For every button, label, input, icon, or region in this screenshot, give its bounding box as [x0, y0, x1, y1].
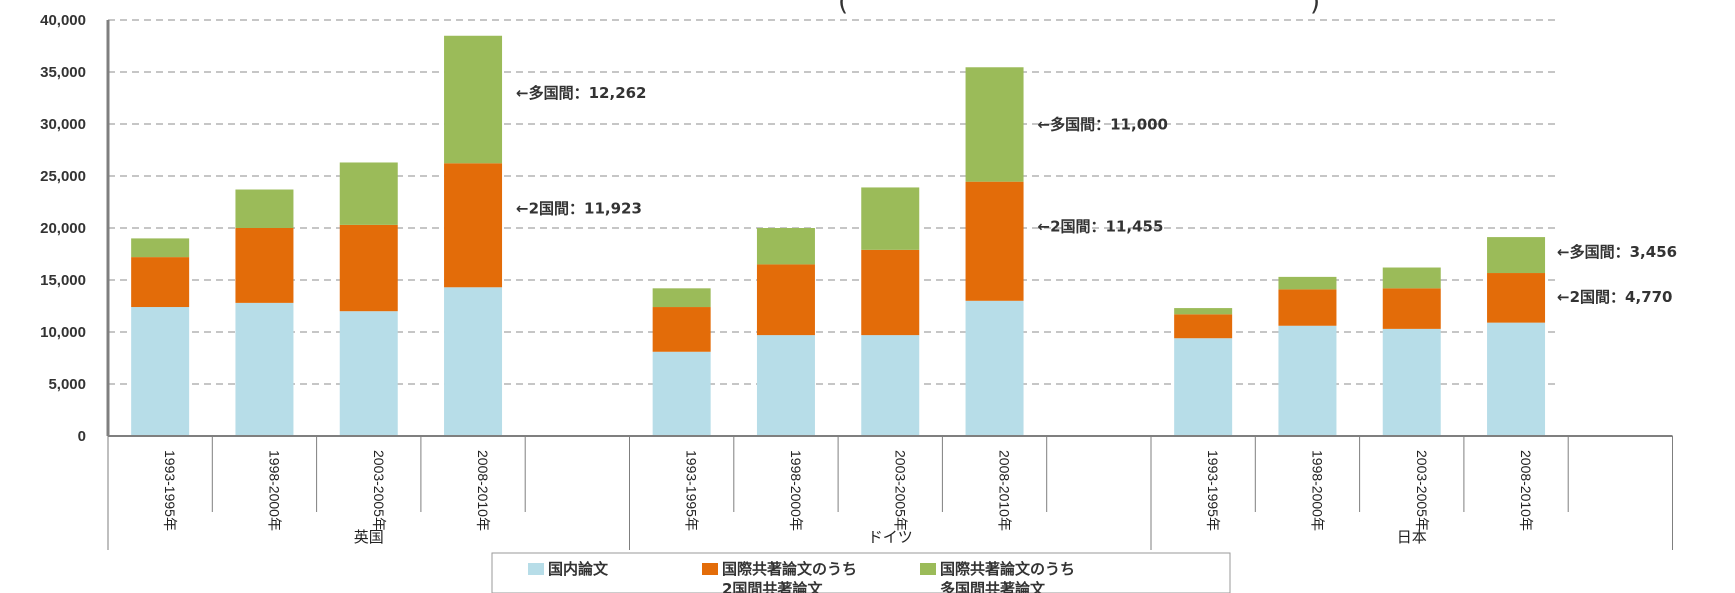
y-tick-label: 20,000: [40, 220, 86, 237]
bar-segment-bilateral: [652, 307, 711, 352]
legend-label-line2: 2国間共著論文: [722, 580, 823, 593]
bar-segment-multilateral: [235, 189, 294, 228]
y-tick-label: 0: [78, 428, 86, 445]
x-category-label: 1998-2000年: [1309, 450, 1325, 531]
title-fragment-left: (: [838, 0, 848, 17]
bar-segment-multilateral: [339, 162, 398, 225]
title-fragment-right: ): [1310, 0, 1320, 17]
bar-segment-bilateral: [1487, 273, 1546, 323]
bar-segment-multilateral: [861, 187, 920, 250]
bar-segment-bilateral: [339, 224, 398, 312]
legend-label: 国際共著論文のうち: [940, 560, 1075, 578]
x-category-label: 1993-1995年: [1205, 450, 1221, 531]
bar-segment-multilateral: [756, 228, 815, 265]
annotation-label: ←多国間：11,000: [1038, 115, 1168, 133]
x-category-label: 1998-2000年: [266, 450, 282, 531]
bar-segment-bilateral: [965, 181, 1024, 301]
legend-box: [491, 552, 1231, 593]
bar-segment-domestic: [1487, 322, 1546, 436]
bar-segment-domestic: [444, 287, 503, 436]
annotation-label: ←2国間：4,770: [1557, 288, 1672, 306]
x-category-label: 2003-2005年: [892, 450, 908, 531]
y-tick-label: 25,000: [40, 168, 86, 185]
y-tick-label: 30,000: [40, 116, 86, 133]
gridlines: [108, 19, 1560, 385]
x-axis-categories: 1993-1995年 1998-2000年 2003-2005年 2008-2010年…: [107, 436, 1673, 550]
axes: [106, 20, 1673, 437]
y-axis-ticks: 0 5,000 10,000 15,000 20,000 25,000 30,000 35,0…: [40, 12, 86, 445]
x-category-label: 2003-2005年: [371, 450, 387, 531]
y-tick-label: 40,000: [40, 12, 86, 29]
x-category-label: 1998-2000年: [788, 450, 804, 531]
bar-segment-bilateral: [1174, 314, 1233, 339]
bar-segment-multilateral: [131, 238, 190, 258]
legend-swatch: [920, 563, 936, 575]
bar-segment-bilateral: [1382, 288, 1441, 329]
legend-label: 国際共著論文のうち: [722, 560, 857, 578]
bar-segment-domestic: [131, 307, 190, 436]
bar-segment-domestic: [652, 351, 711, 436]
x-category-label: 1993-1995年: [684, 450, 700, 531]
bar-segment-domestic: [1174, 338, 1233, 436]
legend-swatch: [702, 563, 718, 575]
bar-segment-multilateral: [444, 35, 503, 164]
legend-label: 国内論文: [548, 560, 609, 578]
bar-segment-bilateral: [444, 163, 503, 288]
bar-segment-bilateral: [1278, 289, 1337, 326]
x-category-label: 2008-2010年: [475, 450, 491, 531]
bar-segment-domestic: [339, 311, 398, 436]
annotations: ←多国間：12,262 ←2国間：11,923 ←多国間：11,000 ←2国間：11…: [516, 84, 1677, 306]
y-tick-label: 10,000: [40, 324, 86, 341]
bar-segment-bilateral: [235, 228, 294, 303]
bar-segment-domestic: [965, 300, 1024, 436]
bar-segment-bilateral: [861, 249, 920, 336]
bar-segment-domestic: [1382, 328, 1441, 436]
group-label: ドイツ: [868, 528, 913, 546]
x-category-label: 1993-1995年: [162, 450, 178, 531]
bar-segment-multilateral: [965, 67, 1024, 182]
bar-segment-multilateral: [1382, 267, 1441, 289]
group-label: 日本: [1397, 528, 1427, 546]
annotation-label: ←2国間：11,923: [516, 199, 642, 217]
annotation-label: ←2国間：11,455: [1038, 218, 1164, 236]
bar-segment-bilateral: [131, 257, 190, 308]
x-category-label: 2003-2005年: [1414, 450, 1430, 531]
group-label: 英国: [354, 528, 384, 546]
legend-swatch: [528, 563, 544, 575]
x-category-label: 2008-2010年: [997, 450, 1013, 531]
annotation-label: ←多国間：3,456: [1557, 243, 1677, 261]
bar-segment-multilateral: [1278, 276, 1337, 290]
annotation-label: ←多国間：12,262: [516, 84, 646, 102]
y-tick-label: 35,000: [40, 64, 86, 81]
bars: [131, 35, 1546, 436]
bar-segment-domestic: [861, 335, 920, 436]
bar-segment-multilateral: [1487, 237, 1546, 274]
bar-segment-multilateral: [1174, 308, 1233, 315]
bar-segment-domestic: [235, 302, 294, 436]
y-tick-label: 15,000: [40, 272, 86, 289]
legend-label-line2: 多国間共著論文: [940, 580, 1046, 593]
bar-segment-multilateral: [652, 288, 711, 308]
bar-segment-domestic: [756, 335, 815, 436]
y-tick-label: 5,000: [48, 376, 86, 393]
x-category-label: 2008-2010年: [1518, 450, 1534, 531]
bar-segment-domestic: [1278, 325, 1337, 436]
bar-segment-bilateral: [756, 264, 815, 336]
